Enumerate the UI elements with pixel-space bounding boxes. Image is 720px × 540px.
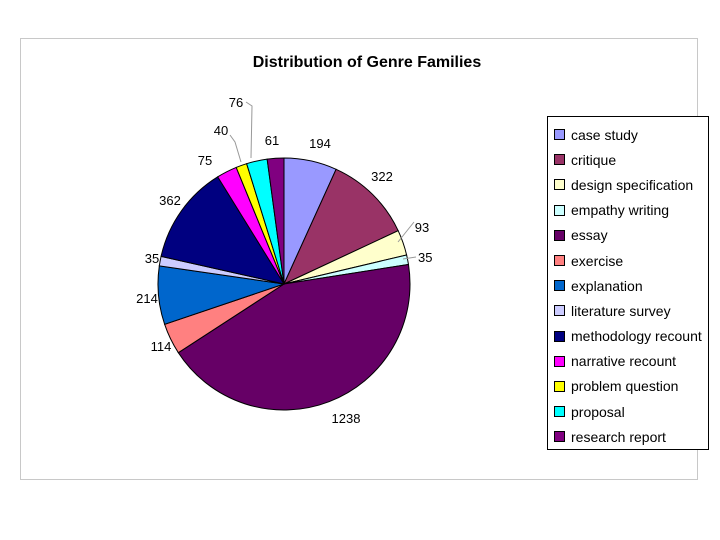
legend-label: problem question — [571, 378, 679, 395]
leader-line-empathy-writing — [402, 256, 417, 260]
legend-swatch — [554, 355, 565, 367]
data-label-case-study: 194 — [309, 136, 331, 151]
legend-item-exercise: exercise — [548, 248, 708, 273]
data-label-literature-survey: 35 — [145, 251, 159, 266]
legend-swatch — [554, 179, 565, 191]
legend-item-explanation: explanation — [548, 273, 708, 298]
data-label-methodology-recount: 362 — [159, 193, 181, 208]
legend-swatch — [554, 129, 565, 141]
legend-swatch — [554, 255, 565, 267]
data-label-explanation: 214 — [136, 291, 158, 306]
legend-label: critique — [571, 151, 617, 168]
legend-label: literature survey — [571, 302, 671, 319]
legend-item-critique: critique — [548, 147, 708, 172]
legend-item-problem-question: problem question — [548, 374, 708, 399]
data-label-problem-question: 40 — [214, 123, 228, 138]
legend-swatch — [554, 229, 565, 241]
legend-item-design-specification: design specification — [548, 172, 708, 197]
data-label-design-specification: 93 — [415, 220, 429, 235]
legend-label: narrative recount — [571, 353, 677, 370]
legend-swatch — [554, 305, 565, 317]
legend-label: case study — [571, 126, 638, 143]
legend-label: research report — [571, 428, 666, 445]
legend-label: explanation — [571, 277, 643, 294]
legend-item-empathy-writing: empathy writing — [548, 198, 708, 223]
legend-item-case-study: case study — [548, 122, 708, 147]
legend-label: proposal — [571, 403, 625, 420]
pie-slice-critique — [282, 168, 399, 286]
leader-line-problem-question — [229, 134, 242, 163]
chart-title: Distribution of Genre Families — [252, 54, 482, 71]
legend-swatch — [554, 330, 565, 342]
data-label-exercise: 114 — [151, 339, 172, 354]
legend-swatch — [554, 380, 565, 392]
leader-line-design-specification — [397, 221, 415, 243]
legend-swatch — [554, 280, 565, 292]
data-label-empathy-writing: 35 — [418, 250, 432, 265]
legend-swatch — [554, 154, 565, 166]
legend-item-essay: essay — [548, 223, 708, 248]
data-label-research-report: 61 — [265, 133, 279, 148]
legend-label: essay — [571, 227, 608, 244]
legend-label: methodology recount — [571, 328, 702, 345]
legend-item-proposal: proposal — [548, 399, 708, 424]
pie-slice-research-report — [266, 157, 285, 285]
legend-label: exercise — [571, 252, 624, 269]
legend: case study critique design specification em… — [547, 116, 709, 450]
legend-item-literature-survey: literature survey — [548, 298, 708, 323]
data-label-essay: 1238 — [332, 411, 361, 426]
data-label-proposal: 76 — [229, 95, 243, 110]
legend-swatch — [554, 406, 565, 418]
pie-slice-methodology-recount — [160, 176, 286, 285]
legend-item-methodology-recount: methodology recount — [548, 324, 708, 349]
data-label-narrative-recount: 75 — [198, 153, 212, 168]
legend-swatch — [554, 204, 565, 216]
legend-item-narrative-recount: narrative recount — [548, 349, 708, 374]
legend-item-research-report: research report — [548, 424, 708, 449]
leader-line-proposal — [245, 101, 253, 159]
legend-label: empathy writing — [571, 202, 670, 219]
legend-swatch — [554, 431, 565, 443]
data-label-critique: 322 — [371, 169, 393, 184]
legend-label: design specification — [571, 176, 694, 193]
pie-slice-essay — [177, 263, 411, 411]
